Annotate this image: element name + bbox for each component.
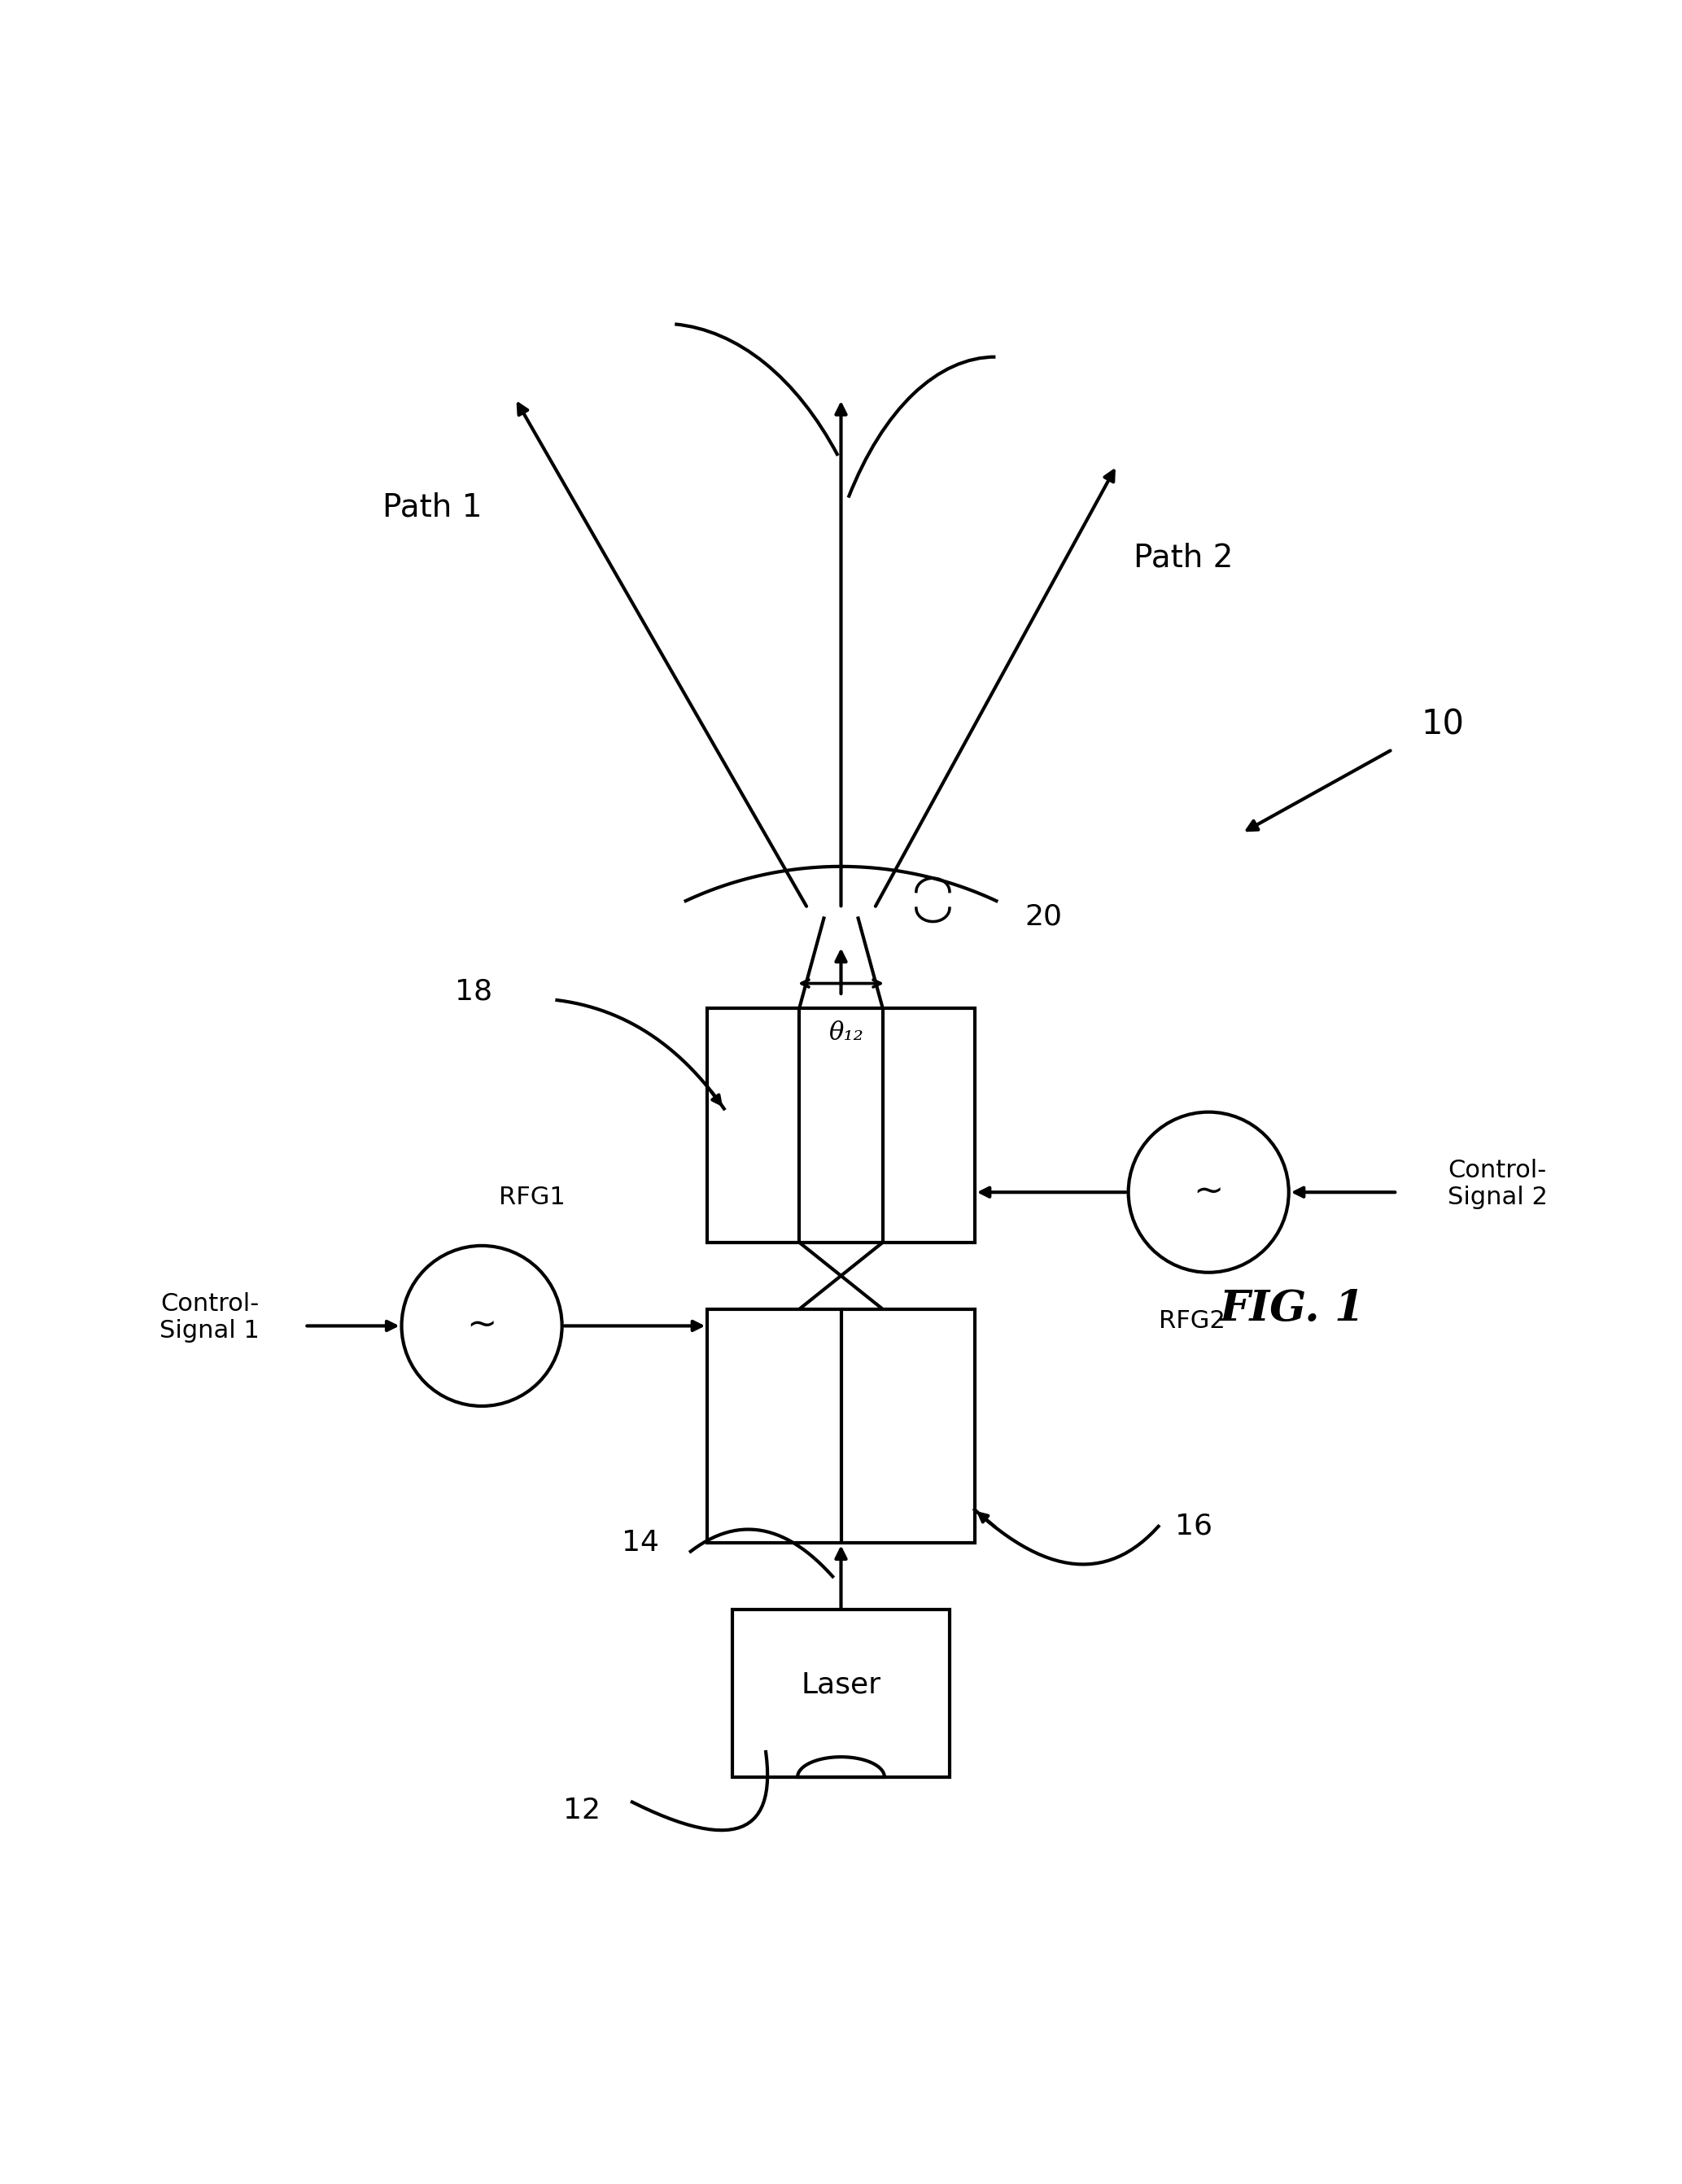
Bar	[708, 1308, 974, 1544]
Text: 20: 20	[1024, 902, 1063, 930]
Bar	[708, 1009, 974, 1243]
Text: RFG2: RFG2	[1159, 1308, 1224, 1332]
Text: Control-
Signal 1: Control- Signal 1	[160, 1293, 259, 1343]
Text: Laser: Laser	[801, 1671, 881, 1699]
Text: 14: 14	[622, 1529, 659, 1557]
Text: RFG1: RFG1	[498, 1186, 565, 1210]
Text: 18: 18	[454, 978, 493, 1005]
Text: Path 2: Path 2	[1134, 542, 1233, 572]
Text: θ₁₂: θ₁₂	[829, 1020, 863, 1046]
Text: ~: ~	[1193, 1175, 1224, 1210]
Text: Control-
Signal 2: Control- Signal 2	[1448, 1158, 1547, 1210]
Text: ~: ~	[466, 1308, 496, 1343]
Text: Path 1: Path 1	[382, 491, 481, 522]
Bar	[732, 1610, 950, 1778]
Text: 10: 10	[1421, 708, 1463, 743]
Text: FIG. 1: FIG. 1	[1219, 1289, 1364, 1330]
Text: 16: 16	[1176, 1514, 1213, 1540]
Text: 12: 12	[563, 1797, 600, 1824]
